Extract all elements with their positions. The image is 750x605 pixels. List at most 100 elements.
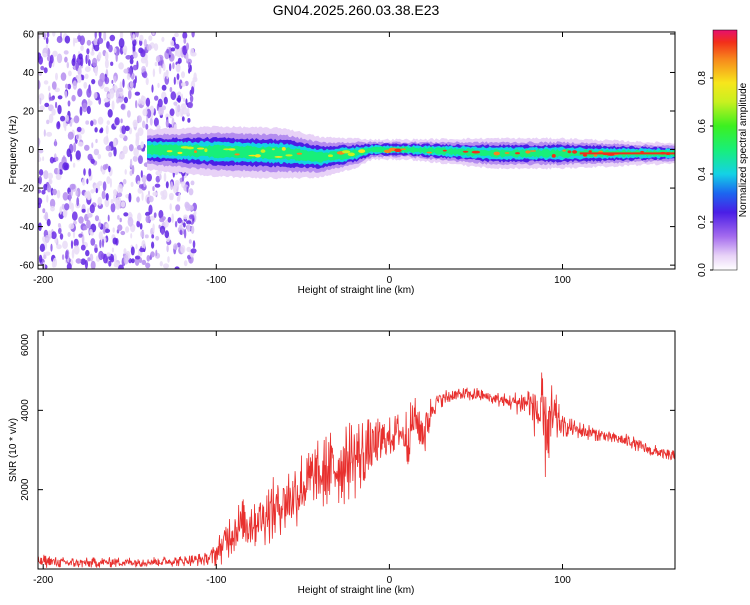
noise-speckle — [103, 32, 107, 41]
noise-speckle — [38, 254, 43, 263]
noise-speckle — [94, 127, 98, 133]
noise-speckle — [106, 176, 111, 185]
noise-speckle — [179, 108, 184, 116]
noise-speckle — [49, 198, 56, 209]
noise-speckle — [62, 192, 69, 201]
signal-hotspot — [471, 150, 481, 154]
noise-speckle — [163, 96, 168, 105]
noise-speckle — [132, 33, 135, 41]
noise-speckle — [38, 55, 43, 65]
noise-speckle — [153, 212, 157, 218]
spectrogram-noise-region — [38, 32, 198, 269]
noise-speckle — [146, 254, 151, 262]
y-tick-label: 2000 — [20, 478, 31, 501]
noise-speckle — [94, 32, 97, 39]
noise-speckle — [124, 169, 127, 175]
noise-speckle — [137, 212, 142, 222]
noise-speckle — [151, 241, 155, 249]
noise-speckle — [93, 37, 99, 46]
noise-speckle — [191, 86, 195, 95]
noise-speckle — [64, 35, 71, 44]
noise-speckle — [180, 244, 186, 254]
noise-speckle — [110, 256, 115, 263]
noise-speckle — [87, 153, 93, 161]
noise-speckle — [90, 260, 96, 269]
noise-speckle — [64, 123, 67, 132]
noise-speckle — [38, 156, 42, 162]
noise-speckle — [118, 38, 125, 48]
noise-speckle — [61, 254, 65, 260]
noise-speckle — [87, 257, 91, 262]
noise-speckle — [152, 186, 155, 192]
noise-speckle — [189, 89, 192, 97]
signal-hotspot — [271, 148, 275, 151]
noise-speckle — [179, 79, 183, 90]
noise-speckle — [68, 191, 72, 202]
noise-speckle — [49, 96, 55, 101]
noise-speckle — [49, 54, 54, 64]
noise-speckle — [55, 72, 58, 81]
noise-speckle — [142, 108, 148, 117]
noise-speckle — [54, 138, 57, 147]
colorbar-label: Normalized spectral amplitude — [738, 82, 749, 217]
noise-speckle — [87, 59, 91, 67]
noise-speckle — [108, 165, 111, 173]
noise-speckle — [85, 120, 90, 125]
noise-speckle — [68, 200, 72, 210]
noise-speckle — [73, 115, 80, 124]
noise-speckle — [192, 240, 196, 249]
noise-speckle — [154, 95, 159, 101]
noise-speckle — [143, 181, 146, 187]
noise-speckle — [145, 58, 149, 68]
noise-speckle — [172, 62, 175, 70]
noise-speckle — [128, 192, 132, 203]
noise-speckle — [132, 51, 138, 59]
noise-speckle — [155, 55, 161, 63]
noise-speckle — [138, 155, 143, 165]
noise-speckle — [183, 260, 188, 267]
noise-speckle — [84, 66, 91, 73]
noise-speckle — [127, 216, 134, 227]
noise-speckle — [152, 68, 156, 78]
noise-speckle — [155, 175, 161, 183]
snr-panel: -200 -100 0 100 2000 4000 6000 Height of stra… — [8, 330, 676, 596]
signal-hotspot — [400, 148, 407, 150]
noise-speckle — [145, 77, 149, 86]
noise-speckle — [93, 44, 100, 52]
noise-speckle — [93, 119, 97, 126]
noise-speckle — [110, 202, 116, 213]
noise-speckle — [136, 115, 142, 123]
noise-speckle — [177, 217, 183, 224]
noise-speckle — [140, 230, 145, 238]
spectrogram-y-axis-label: Frequency (Hz) — [8, 116, 19, 185]
noise-speckle — [151, 84, 154, 93]
noise-speckle — [86, 178, 89, 185]
noise-speckle — [60, 115, 66, 122]
snr-frame — [37, 330, 676, 570]
noise-speckle — [148, 204, 153, 215]
noise-speckle — [154, 61, 158, 67]
signal-hotspot — [530, 150, 537, 152]
noise-speckle — [141, 95, 145, 101]
noise-speckle — [52, 257, 58, 268]
noise-speckle — [76, 197, 80, 207]
signal-hotspot — [194, 150, 197, 154]
noise-speckle — [148, 35, 153, 41]
noise-speckle — [101, 190, 106, 200]
noise-speckle — [105, 125, 109, 135]
noise-speckle — [51, 108, 56, 116]
noise-speckle — [65, 250, 69, 260]
noise-speckle — [46, 32, 50, 38]
noise-speckle — [52, 32, 56, 37]
noise-speckle — [166, 48, 170, 54]
noise-speckle — [86, 48, 90, 55]
noise-speckle — [55, 101, 58, 109]
noise-speckle — [75, 150, 81, 161]
signal-hotspot — [204, 148, 208, 153]
noise-speckle — [109, 178, 112, 188]
noise-speckle — [158, 209, 164, 219]
signal-hotspot — [593, 154, 598, 157]
noise-speckle — [145, 215, 151, 223]
noise-speckle — [78, 233, 83, 238]
